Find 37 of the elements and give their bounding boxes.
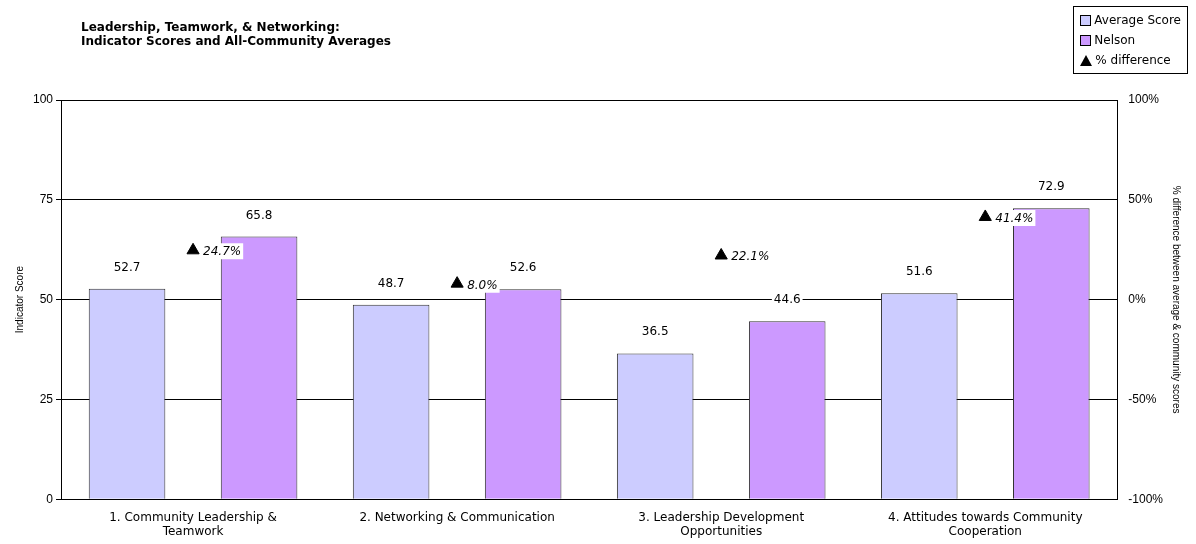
data-label: 65.8	[245, 207, 273, 222]
point	[714, 247, 728, 260]
y2-axis-title: % difference between average & community scores	[1171, 185, 1183, 414]
point	[186, 242, 200, 255]
y-tick-label: 50	[39, 291, 54, 306]
legend-label: Average Score	[1094, 12, 1181, 29]
x-tick-label: 1. Community Leadership & Teamwork	[109, 509, 277, 538]
point	[978, 209, 992, 221]
x-tick-label: 4. Attitudes towards Community Cooperation	[888, 509, 1083, 538]
y2-tick-label: 50%	[1128, 192, 1153, 207]
chart-title: Leadership, Teamwork, & Networking:	[81, 20, 341, 34]
data-label: 41.4%	[995, 210, 1034, 225]
y-tick-label: 25	[39, 391, 54, 406]
x-tick-label: 3. Leadership Development Opportunities	[638, 509, 805, 538]
y2-tick-label: -50%	[1128, 391, 1157, 406]
y2-tick-label: -100%	[1128, 491, 1164, 506]
data-label: 36.5	[641, 324, 669, 339]
chart-subtitle: Indicator Scores and All-Community Averages	[81, 34, 391, 48]
legend-label: Nelson	[1094, 32, 1136, 49]
data-label: 24.7%	[203, 244, 242, 259]
data-label: 44.6	[773, 292, 801, 307]
data-label: 22.1%	[731, 249, 770, 264]
data-label: 51.6	[905, 264, 933, 279]
legend-label: % difference	[1095, 52, 1171, 69]
y-tick-label: 0	[46, 491, 54, 506]
point	[450, 276, 464, 288]
data-label: 48.7	[377, 275, 405, 290]
y2-tick-label: 100%	[1128, 92, 1160, 107]
data-label: 52.7	[113, 259, 141, 274]
y-tick-label: 75	[39, 192, 54, 207]
data-label: 72.9	[1037, 179, 1065, 194]
x-tick-label: 2. Networking & Communication	[359, 509, 555, 524]
y2-tick-label: 0%	[1128, 291, 1146, 306]
data-label: 52.6	[509, 260, 537, 275]
y-tick-label: 100	[32, 92, 54, 107]
y-axis-title: Indicator Score	[13, 265, 25, 334]
data-label: 8.0%	[467, 277, 498, 292]
